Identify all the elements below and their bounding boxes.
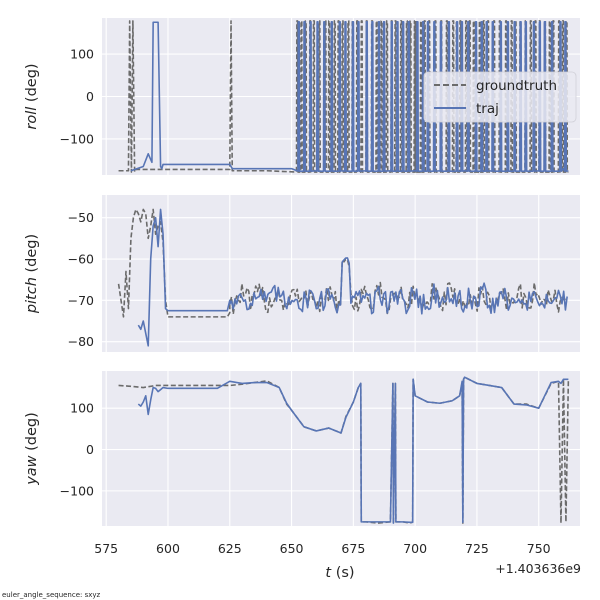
x-tick-label: 600 xyxy=(156,541,180,556)
series-traj xyxy=(137,376,569,524)
series-group xyxy=(118,20,569,173)
y-tick-label: −100 xyxy=(60,131,94,146)
x-tick-labels: 575 600 625 650 675 700 725 750 xyxy=(94,541,550,556)
y-axis-label: roll (deg) xyxy=(24,63,40,129)
y-tick-label: 0 xyxy=(86,89,94,104)
x-offset-text: +1.403636e9 xyxy=(495,561,581,576)
series-group xyxy=(117,208,568,347)
x-tick-label: 575 xyxy=(94,541,118,556)
series-traj xyxy=(137,208,568,347)
x-axis-unit: (s) xyxy=(331,565,354,581)
series-groundtruth xyxy=(117,208,568,318)
x-tick-label: 750 xyxy=(527,541,551,556)
footnote: euler_angle_sequence: sxyz xyxy=(2,591,101,599)
shared-x-axis: 575 600 625 650 675 700 725 750 t (s) +1.403636… xyxy=(94,541,581,581)
y-axis-label: yaw (deg) xyxy=(24,412,40,486)
plot-background xyxy=(102,371,580,526)
y-tick-label: −80 xyxy=(68,334,94,349)
x-tick-label: 700 xyxy=(403,541,427,556)
y-axis-unit: (deg) xyxy=(24,63,40,106)
y-tick-label: 0 xyxy=(86,442,94,457)
x-axis-var: t xyxy=(325,565,332,581)
y-axis-var: roll xyxy=(24,107,40,130)
x-tick-label: 725 xyxy=(465,541,489,556)
series-group xyxy=(118,376,570,525)
x-tick-label: 625 xyxy=(218,541,242,556)
y-axis-var: pitch xyxy=(24,277,40,314)
x-tick-label: 675 xyxy=(341,541,365,556)
y-axis-unit: (deg) xyxy=(24,412,40,455)
pitch-axes: −80 −70 −60 −50 pitch (deg) xyxy=(24,195,580,352)
legend-label-traj: traj xyxy=(476,101,499,117)
y-axis-var: yaw xyxy=(24,455,40,485)
y-tick-label: 100 xyxy=(70,47,94,62)
y-tick-label: −50 xyxy=(68,210,94,225)
series-groundtruth xyxy=(118,20,569,173)
y-tick-label: −70 xyxy=(68,293,94,308)
y-tick-label: 100 xyxy=(70,401,94,416)
y-axis-unit: (deg) xyxy=(24,234,40,277)
y-tick-label: −60 xyxy=(68,252,94,267)
y-tick-label: −100 xyxy=(60,483,94,498)
x-tick-label: 650 xyxy=(280,541,304,556)
y-axis-label: pitch (deg) xyxy=(24,234,40,314)
x-axis-label: t (s) xyxy=(325,565,354,581)
legend-label-groundtruth: groundtruth xyxy=(476,78,557,94)
series-traj xyxy=(130,21,569,172)
yaw-axes: −100 0 100 yaw (deg) xyxy=(24,371,580,526)
legend: groundtruth traj xyxy=(423,71,577,123)
